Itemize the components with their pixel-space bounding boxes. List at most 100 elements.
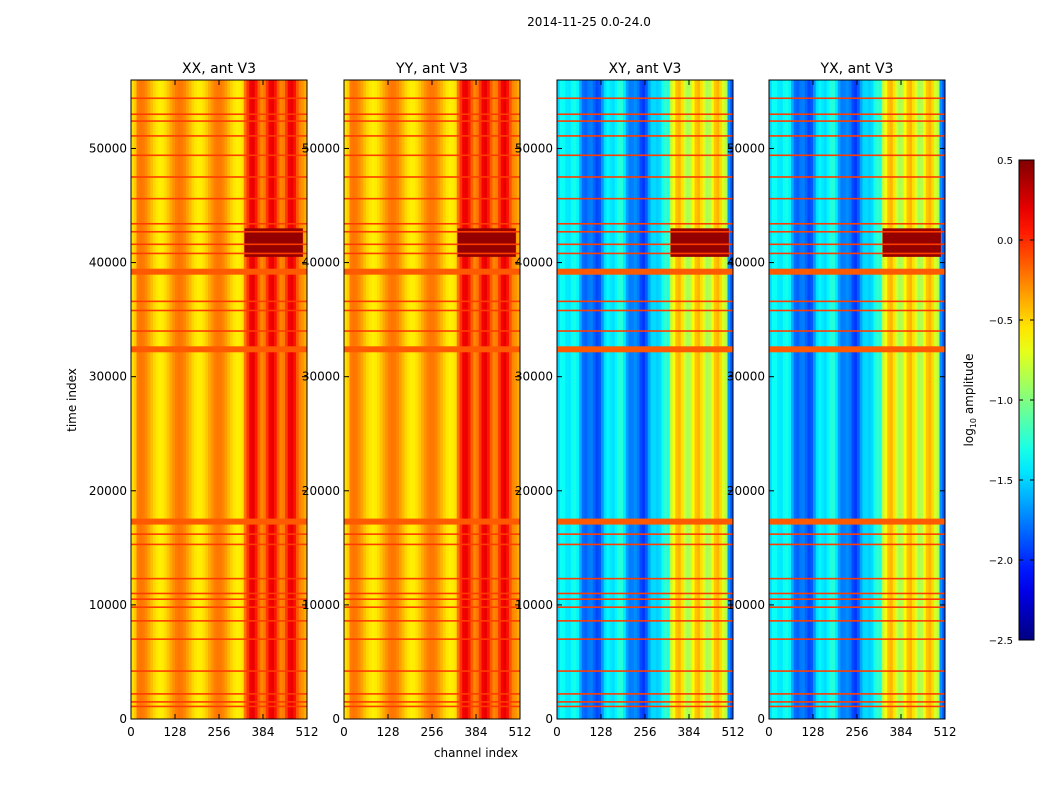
heatmap-column	[213, 80, 217, 719]
heatmap-column	[287, 80, 292, 719]
flagged-row	[557, 97, 733, 100]
heatmap-column	[139, 80, 143, 719]
flagged-row	[769, 113, 945, 116]
heatmap-panel: YY, ant V3 0 128 256 384 512 0 10000 20000 30000 4…	[302, 61, 532, 739]
colorbar-tick-label: 0.5	[997, 156, 1013, 167]
flagged-row	[344, 592, 520, 595]
heatmap-column	[401, 80, 406, 719]
flagged-row	[131, 592, 307, 595]
heatmap-column	[216, 80, 220, 719]
heatmap-column	[939, 80, 943, 719]
flagged-row	[557, 176, 733, 178]
y-tick-label: 30000	[302, 370, 340, 384]
colorbar-tick-label: −1.5	[989, 476, 1013, 487]
heatmap-column	[498, 80, 502, 719]
x-tick-label: 0	[340, 725, 348, 739]
heatmap-column	[821, 80, 825, 719]
heatmap-column	[451, 80, 455, 719]
heatmap-column	[895, 80, 899, 719]
heatmap-column	[694, 80, 698, 719]
colorbar: 0.5 0.0 −0.5 −1.0 −1.5 −2.0 −2.5	[989, 156, 1035, 647]
flagged-row	[131, 606, 307, 608]
heatmap-column	[705, 80, 709, 719]
heatmap-column	[912, 80, 916, 719]
flagged-row	[131, 705, 307, 708]
heatmap-column	[285, 80, 289, 719]
colorbar-label: log10 amplitude	[962, 354, 978, 447]
heatmap-column	[423, 80, 428, 719]
heatmap-column	[142, 80, 146, 719]
heatmap-column	[166, 80, 171, 719]
flagged-row	[557, 120, 733, 122]
flagged-row	[131, 113, 307, 116]
heatmap-column	[835, 80, 839, 719]
heatmap-column	[686, 80, 690, 719]
heatmap-column	[782, 80, 787, 719]
flagged-row	[557, 309, 733, 312]
heatmap-column	[296, 80, 300, 719]
heatmap-column	[224, 80, 228, 719]
heatmap-column	[658, 80, 663, 719]
heatmap-column	[829, 80, 833, 719]
x-tick-label: 384	[465, 725, 488, 739]
flagged-row	[769, 300, 945, 303]
heatmap-column	[785, 80, 789, 719]
heatmap-column	[870, 80, 875, 719]
heatmap-column	[903, 80, 908, 719]
heatmap-column	[901, 80, 905, 719]
heatmap-column	[210, 80, 215, 719]
heatmap-column	[931, 80, 935, 719]
flagged-row	[557, 577, 733, 580]
heatmap-column	[161, 80, 165, 719]
heatmap-column	[713, 80, 718, 719]
heatmap-column	[246, 80, 250, 719]
heatmap-column	[584, 80, 588, 719]
heatmap-column	[199, 80, 204, 719]
heatmap-column	[818, 80, 822, 719]
flagged-row	[131, 135, 307, 137]
heatmap-column	[625, 80, 630, 719]
flagged-row	[769, 268, 945, 275]
x-tick-label: 384	[678, 725, 701, 739]
heatmap-column	[282, 80, 286, 719]
x-tick-label: 0	[765, 725, 773, 739]
flagged-row	[769, 670, 945, 672]
heatmap-column	[363, 80, 367, 719]
flagged-row	[557, 230, 733, 233]
heatmap-column	[232, 80, 237, 719]
heatmap-column	[796, 80, 800, 719]
heatmap-column	[418, 80, 422, 719]
flagged-row	[344, 693, 520, 695]
flagged-row	[769, 230, 945, 233]
heatmap-column	[506, 80, 510, 719]
heatmap-column	[868, 80, 872, 719]
heatmap-column	[667, 80, 671, 719]
y-tick-label: 40000	[302, 256, 340, 270]
panel-title: XY, ant V3	[609, 61, 682, 77]
flagged-row	[769, 176, 945, 178]
heatmap-column	[274, 80, 278, 719]
y-tick-label: 20000	[302, 484, 340, 498]
heatmap-column	[208, 80, 212, 719]
flagged-row	[344, 309, 520, 312]
heatmap-column	[708, 80, 712, 719]
heatmap-column	[691, 80, 696, 719]
flagged-row	[344, 135, 520, 137]
flagged-row	[344, 620, 520, 622]
heatmap-column	[664, 80, 668, 719]
heatmap-column	[730, 80, 733, 719]
y-tick-label: 30000	[515, 370, 553, 384]
heatmap-column	[702, 80, 707, 719]
flagged-row	[344, 606, 520, 608]
heatmap-column	[349, 80, 353, 719]
flagged-row	[344, 577, 520, 580]
flagged-row	[344, 222, 520, 225]
heatmap-column	[859, 80, 864, 719]
flagged-row	[557, 222, 733, 225]
heatmap-column	[443, 80, 447, 719]
heatmap-column	[298, 80, 303, 719]
panel-title: XX, ant V3	[182, 61, 256, 77]
heatmap-column	[136, 80, 140, 719]
y-tick-label: 40000	[727, 256, 765, 270]
